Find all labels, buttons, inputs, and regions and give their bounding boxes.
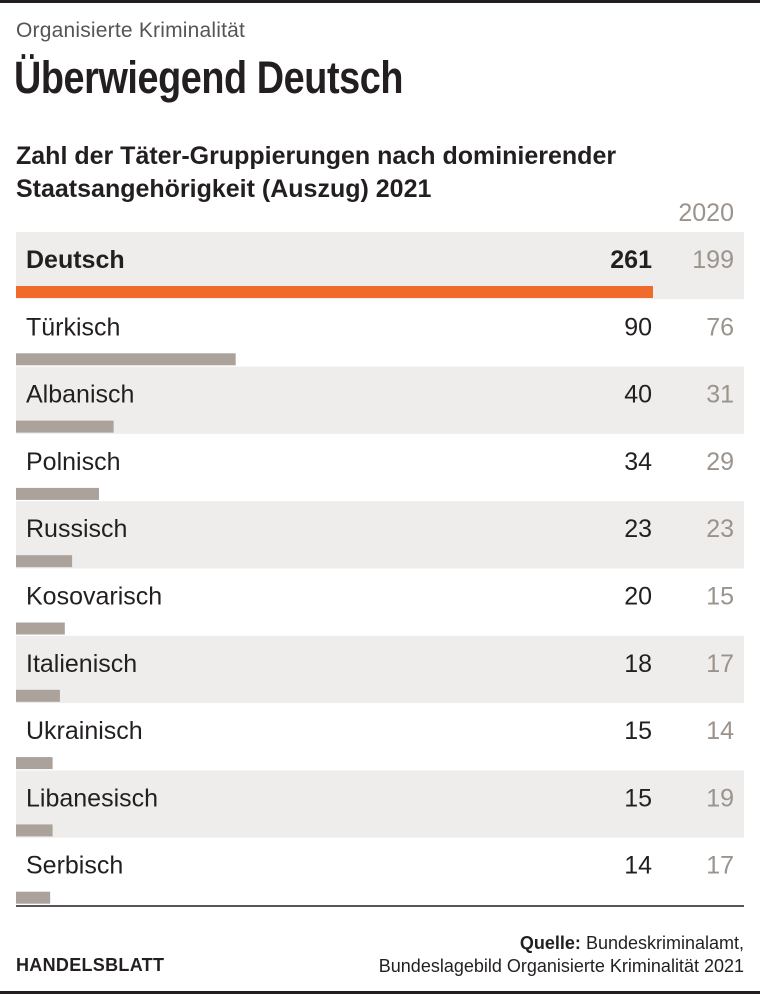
bar [16,757,53,770]
top-rule [0,0,760,3]
category-label: Türkisch [26,313,120,341]
category-label: Libanesisch [26,784,158,812]
bar [16,420,114,433]
value-label-2021: 261 [610,246,652,274]
row-band [16,635,744,704]
value-label-2021: 20 [624,583,652,611]
category-label: Albanisch [26,381,134,409]
value-label-2020: 17 [706,852,734,880]
category-label: Polnisch [26,448,121,476]
bar [16,824,53,837]
kicker: Organisierte Kriminalität [16,19,246,42]
row-band [16,366,744,434]
value-label-2021: 34 [624,448,652,476]
value-label-2020: 31 [706,381,734,409]
row-band [16,501,744,569]
source-line-1: Bundeskriminalamt, [585,933,744,953]
value-label-2020: 29 [706,448,734,476]
bar [16,353,236,366]
chart-subtitle: Zahl der Täter-Gruppierungen nach domini… [16,142,617,203]
value-label-2021: 90 [624,313,652,341]
source-note: Quelle: Bundeskriminalamt, Bundeslagebil… [379,932,744,978]
bottom-rule [0,991,760,994]
category-label: Italienisch [26,650,137,678]
value-label-2021: 40 [624,381,652,409]
bar [16,286,653,298]
value-label-2021: 18 [624,650,652,678]
headline: Überwiegend Deutsch [14,52,403,103]
value-label-2020: 15 [706,583,734,611]
value-label-2020: 23 [706,515,734,543]
category-label: Serbisch [26,852,123,880]
value-label-2021: 15 [624,784,652,812]
bar [16,555,73,568]
category-label: Ukrainisch [26,717,143,745]
value-label-2020: 19 [706,784,734,812]
value-label-2021: 15 [624,717,652,745]
bar [16,622,65,635]
category-label: Deutsch [26,246,125,274]
value-label-2020: 14 [706,717,734,745]
category-label: Kosovarisch [26,583,162,611]
category-label: Russisch [26,515,127,543]
value-label-2020: 76 [706,313,734,341]
value-label-2020: 17 [706,650,734,678]
source-line-2: Bundeslagebild Organisierte Kriminalität… [378,956,744,976]
bar [16,487,99,500]
value-label-2020: 199 [692,246,734,274]
publisher-logo: HANDELSBLATT [16,955,165,975]
bar [16,891,51,904]
row-band [16,770,744,838]
source-label: Quelle: [519,933,581,953]
value-label-2021: 14 [624,852,652,880]
bar [16,689,60,702]
comparison-year-header: 2020 [678,199,734,227]
value-label-2021: 23 [624,515,652,543]
